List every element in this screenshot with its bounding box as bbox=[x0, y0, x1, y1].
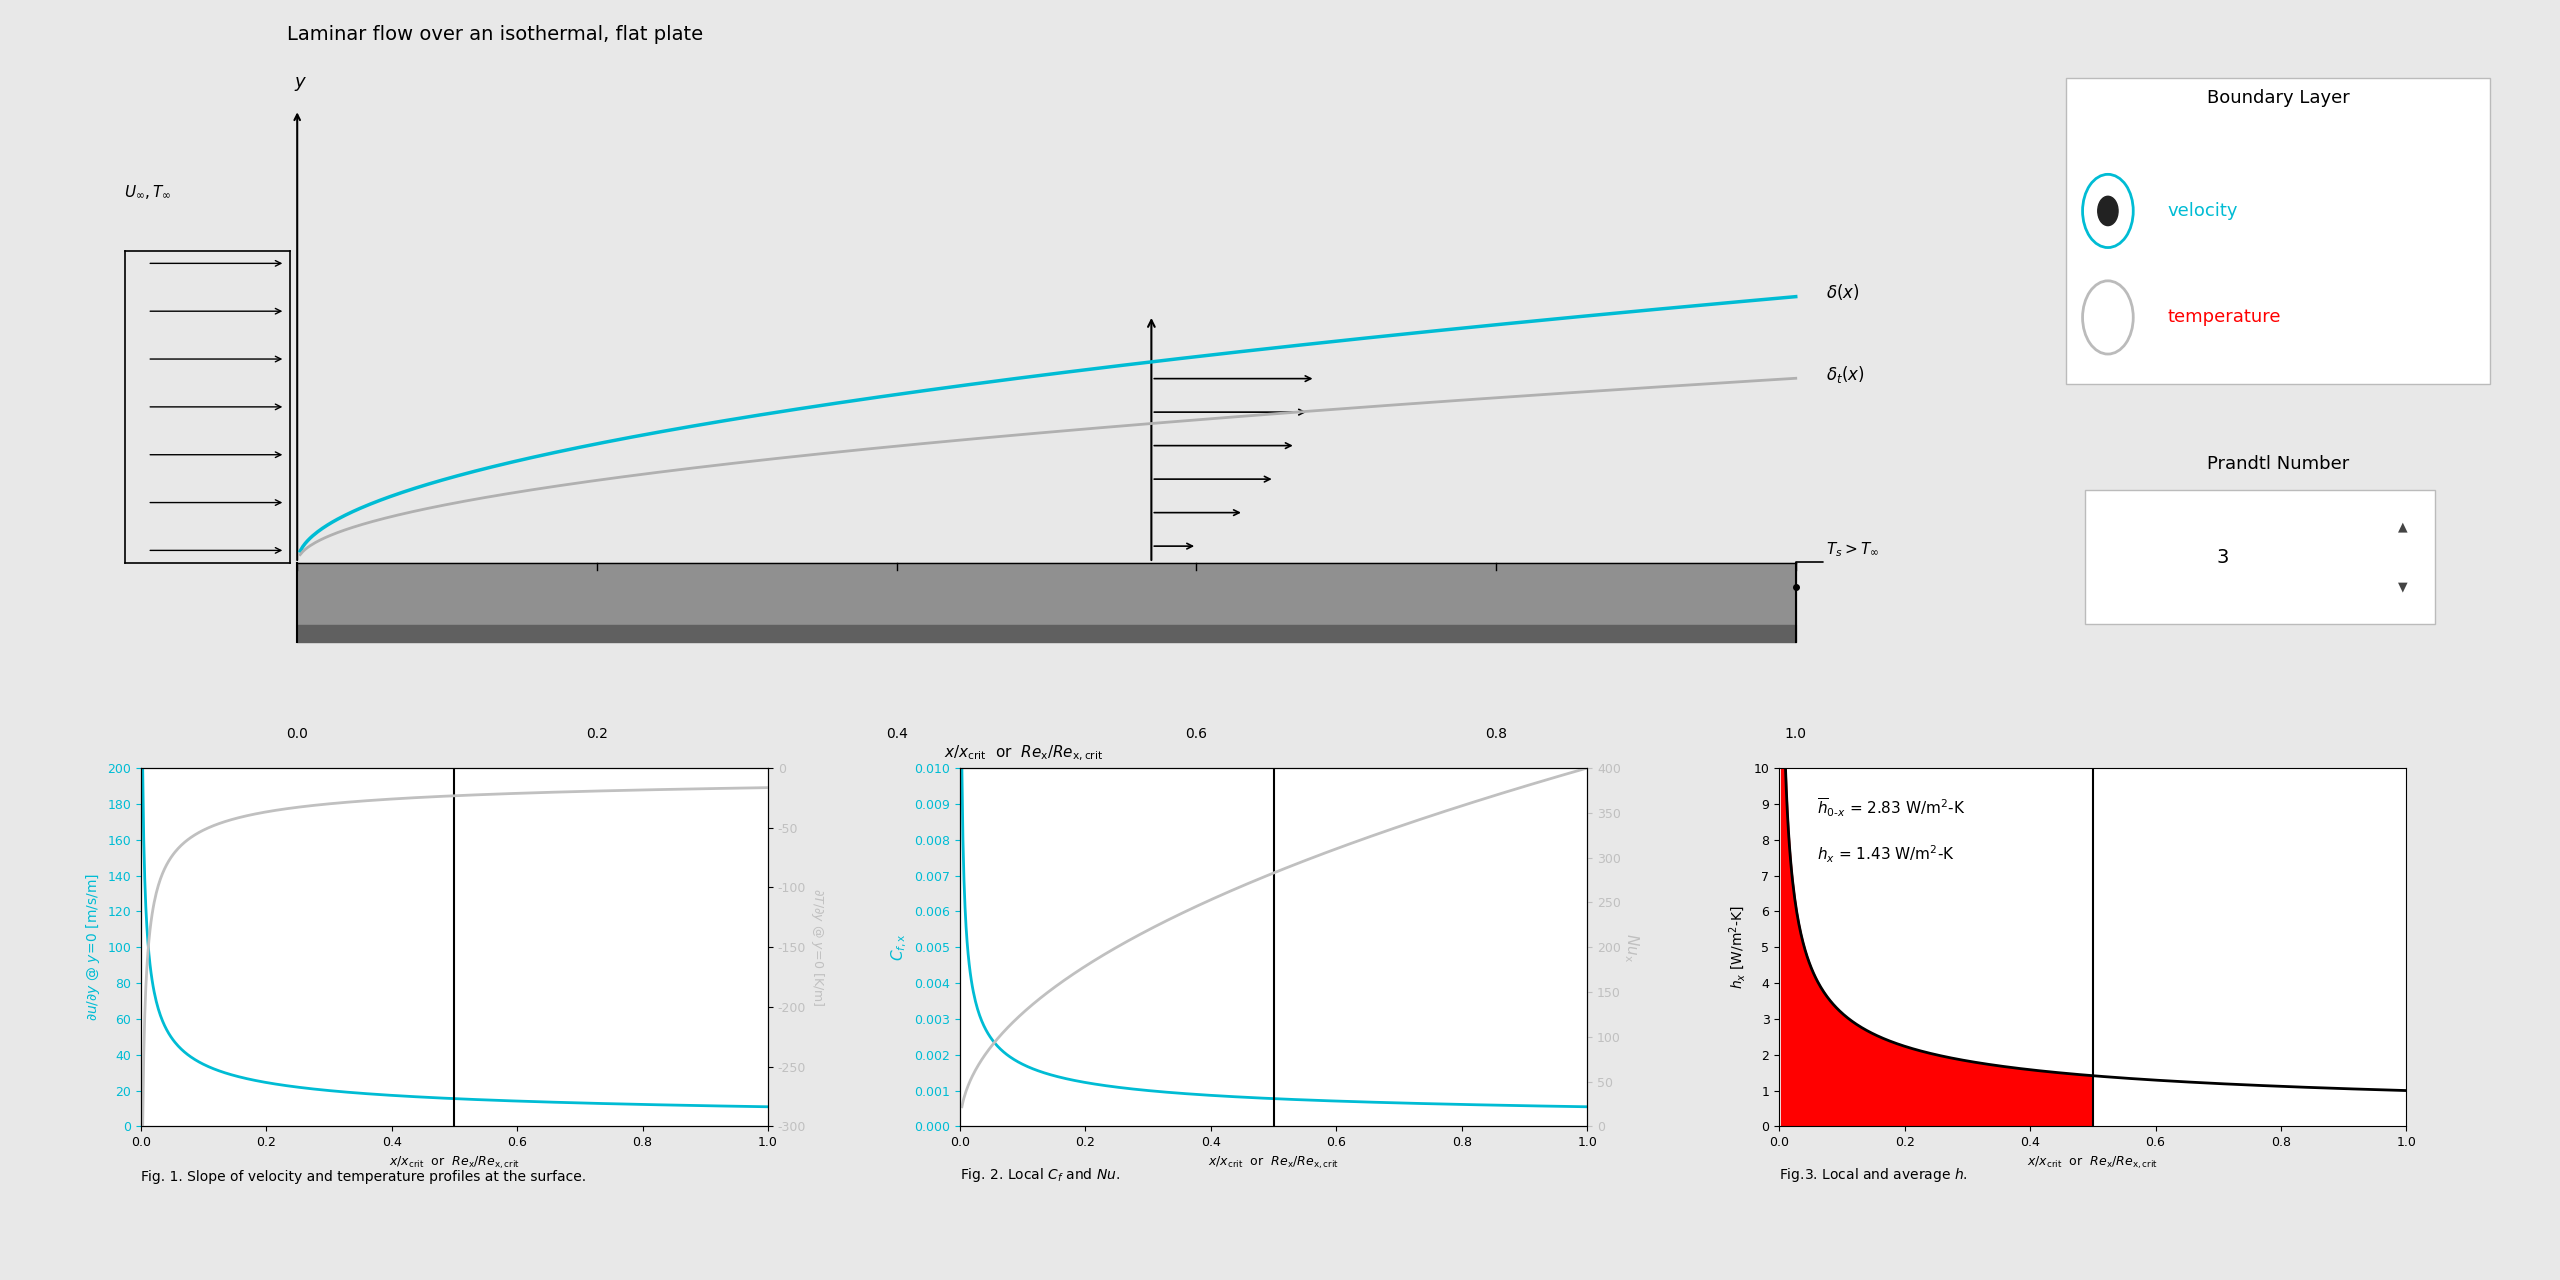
Text: Boundary Layer: Boundary Layer bbox=[2207, 88, 2350, 106]
Text: $\delta_t(x)$: $\delta_t(x)$ bbox=[1825, 364, 1864, 384]
Text: Laminar flow over an isothermal, flat plate: Laminar flow over an isothermal, flat pl… bbox=[287, 26, 704, 44]
X-axis label: $x/x_\mathrm{crit}$  or  $\mathit{Re}_\mathrm{x}/\mathit{Re}_\mathrm{x,crit}$: $x/x_\mathrm{crit}$ or $\mathit{Re}_\mat… bbox=[1208, 1155, 1339, 1171]
Text: $U_\infty, T_\infty$: $U_\infty, T_\infty$ bbox=[123, 184, 172, 201]
Text: ▲: ▲ bbox=[2399, 521, 2406, 534]
Text: Fig. 2. Local $C_f$ and $Nu$.: Fig. 2. Local $C_f$ and $Nu$. bbox=[960, 1166, 1121, 1184]
Y-axis label: $\partial u/\partial y$ @ $y\!=\!0$ [m/s/m]: $\partial u/\partial y$ @ $y\!=\!0$ [m/s… bbox=[84, 873, 102, 1021]
Text: temperature: temperature bbox=[2168, 308, 2281, 326]
Text: Fig.3. Local and average $h$.: Fig.3. Local and average $h$. bbox=[1779, 1166, 1969, 1184]
Text: velocity: velocity bbox=[2168, 202, 2237, 220]
Y-axis label: $\partial T/\partial y$ @ $y\!=\!0$ [K/m]: $\partial T/\partial y$ @ $y\!=\!0$ [K/m… bbox=[809, 888, 824, 1006]
Text: Prandtl Number: Prandtl Number bbox=[2207, 454, 2350, 472]
Text: 3: 3 bbox=[2217, 548, 2230, 567]
FancyBboxPatch shape bbox=[2084, 490, 2435, 623]
Text: Fig. 1. Slope of velocity and temperature profiles at the surface.: Fig. 1. Slope of velocity and temperatur… bbox=[141, 1170, 586, 1184]
Text: $T_s > T_\infty$: $T_s > T_\infty$ bbox=[1825, 540, 1879, 559]
FancyBboxPatch shape bbox=[2066, 78, 2491, 384]
Bar bbox=[297, 625, 1795, 641]
Y-axis label: $Nu_\mathrm{x}$: $Nu_\mathrm{x}$ bbox=[1620, 933, 1641, 961]
Bar bbox=[297, 563, 1795, 625]
X-axis label: $x/x_\mathrm{crit}$  or  $\mathit{Re}_\mathrm{x}/\mathit{Re}_\mathrm{x,crit}$: $x/x_\mathrm{crit}$ or $\mathit{Re}_\mat… bbox=[389, 1155, 520, 1171]
X-axis label: $x/x_\mathrm{crit}$  or  $\mathit{Re}_\mathrm{x}/\mathit{Re}_\mathrm{x,crit}$: $x/x_\mathrm{crit}$ or $\mathit{Re}_\mat… bbox=[945, 744, 1103, 763]
Text: $y$: $y$ bbox=[294, 74, 307, 92]
Y-axis label: $C_{f,\mathrm{x}}$: $C_{f,\mathrm{x}}$ bbox=[888, 933, 909, 961]
Text: $\overline{h}_{0\text{-}x}$ = 2.83 W/m$^2$-K: $\overline{h}_{0\text{-}x}$ = 2.83 W/m$^… bbox=[1818, 796, 1966, 819]
Text: $h_x$ = 1.43 W/m$^2$-K: $h_x$ = 1.43 W/m$^2$-K bbox=[1818, 844, 1956, 865]
X-axis label: $x/x_\mathrm{crit}$  or  $\mathit{Re}_\mathrm{x}/\mathit{Re}_\mathrm{x,crit}$: $x/x_\mathrm{crit}$ or $\mathit{Re}_\mat… bbox=[2028, 1155, 2158, 1171]
Text: ▼: ▼ bbox=[2399, 581, 2406, 594]
Text: $\delta(x)$: $\delta(x)$ bbox=[1825, 283, 1859, 302]
Y-axis label: $h_x$ [W/m$^2$-K]: $h_x$ [W/m$^2$-K] bbox=[1728, 905, 1748, 989]
Circle shape bbox=[2097, 196, 2117, 225]
